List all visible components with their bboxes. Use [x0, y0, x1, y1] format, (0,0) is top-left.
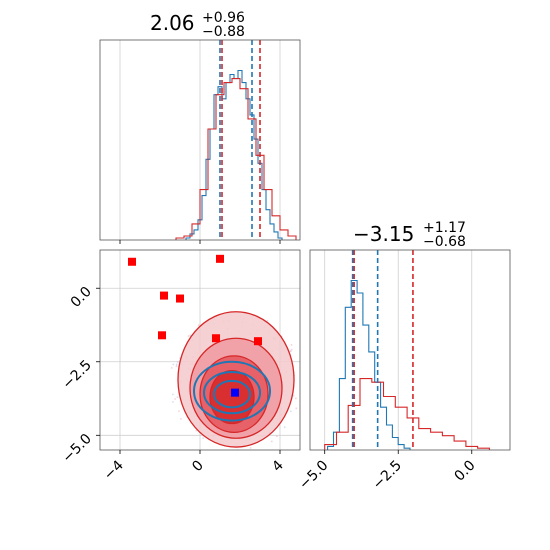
bottom-left-cloud-point: [283, 426, 286, 429]
bottom-left-ytick-label-2: −5.0: [59, 431, 94, 466]
bottom-left-ytick-label-1: −2.5: [59, 357, 94, 392]
title-bottom-right-minus: −0.68: [423, 234, 466, 250]
bottom-left-cloud-point: [172, 363, 175, 366]
bottom-left-inner: [100, 250, 300, 450]
bottom-left-cloud-point: [202, 437, 205, 439]
bottom-left-cloud-point: [178, 410, 180, 413]
red-point-4: [158, 331, 166, 340]
bottom-left-cloud-point: [179, 417, 182, 420]
red-point-2: [160, 291, 168, 300]
title-bottom-right: −3.15 +1.17 −0.68: [353, 220, 466, 250]
bottom-left-cloud-point: [249, 447, 252, 449]
title-top-left-minus: −0.88: [202, 24, 245, 40]
bottom-left-cloud-point: [174, 398, 177, 400]
bottom-left-xtick-label-0: −4: [101, 457, 127, 483]
blue-point-0: [231, 388, 239, 397]
bottom-left-cloud-point: [172, 393, 174, 396]
title-top-left: 2.06 +0.96 −0.88: [150, 10, 245, 40]
top-left-hist-series-1: [175, 78, 297, 240]
bottom-right-xtick-label-2: 0.0: [452, 458, 479, 485]
bottom-right-frame: [309, 249, 511, 451]
panel-top-left: [99, 39, 301, 244]
bottom-left-cloud-point: [176, 396, 179, 399]
bottom-right-xtick-label-0: −5.0: [296, 458, 331, 493]
bottom-right-hist-series-0: [327, 279, 411, 450]
bottom-right-hist-series-1: [324, 378, 490, 450]
title-top-left-plus: +0.96: [202, 10, 245, 26]
title-bottom-right-plus: +1.17: [423, 220, 466, 236]
bottom-left-cloud-point: [170, 366, 173, 369]
title-top-left-value: 2.06: [150, 11, 195, 35]
bottom-left-cloud-point: [290, 348, 293, 351]
bottom-left-cloud-point: [187, 335, 190, 337]
bottom-left-xtick-label-2: 4: [269, 457, 287, 475]
bottom-left-cloud-point: [176, 361, 179, 363]
bottom-left-cloud-point: [289, 410, 292, 413]
title-bottom-right-value: −3.15: [353, 222, 414, 246]
bottom-right-xtick-label-1: −2.5: [370, 458, 405, 493]
blue-contour-1: [203, 371, 261, 415]
bottom-left-cloud-point: [294, 397, 297, 400]
bottom-left-cloud-point: [275, 435, 278, 438]
red-point-1: [216, 254, 224, 263]
bottom-left-xtick-label-1: 0: [189, 458, 207, 476]
bottom-left-cloud-point: [175, 363, 178, 366]
panel-bottom-right: −5.0 −2.5 0.0: [296, 249, 511, 493]
blue-contour-2: [213, 379, 251, 409]
red-point-6: [254, 337, 262, 346]
blue-contour-0: [193, 360, 271, 422]
bottom-left-cloud-point: [292, 394, 295, 397]
red-point-3: [176, 294, 184, 303]
bottom-left-cloud-point: [270, 440, 273, 443]
bottom-left-cloud-point: [289, 350, 292, 353]
red-point-5: [212, 334, 220, 343]
bottom-left-cloud-point: [172, 401, 174, 403]
panel-bottom-left: −4 0 4 0.0 −2.5 −5.0: [59, 249, 301, 483]
bottom-left-cloud-point: [197, 324, 200, 326]
bottom-left-cloud-point: [290, 344, 293, 346]
bottom-left-cloud-point: [295, 407, 298, 410]
top-left-hist-series-0: [185, 69, 283, 240]
bottom-left-cloud-point: [175, 365, 178, 368]
bottom-left-ytick-label-0: 0.0: [68, 284, 95, 311]
red-contour-3: [209, 369, 255, 425]
bottom-left-cloud-point: [189, 334, 192, 337]
red-point-0: [128, 257, 136, 266]
